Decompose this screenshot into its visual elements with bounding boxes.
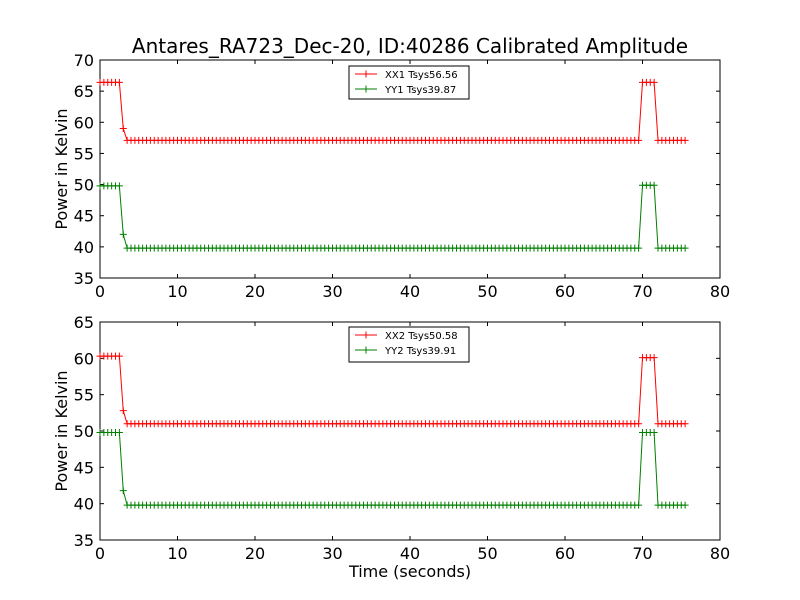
x-tick-label: 40	[400, 544, 420, 563]
y-tick-label: 35	[74, 531, 94, 550]
y-tick-label: 65	[74, 82, 94, 101]
legend: XX2 Tsys50.58 YY2 Tsys39.91	[348, 326, 470, 363]
legend-entry-label: XX2 Tsys50.58	[385, 331, 458, 342]
legend-entry-label: XX1 Tsys56.56	[385, 70, 458, 81]
data-point	[650, 181, 658, 189]
y-axis-label: Power in Kelvin	[52, 108, 71, 229]
x-axis-label: Time (seconds)	[348, 562, 471, 581]
y-tick-label: 45	[74, 458, 94, 477]
x-tick-label: 40	[400, 282, 420, 301]
legend-box	[348, 65, 470, 100]
data-point	[681, 244, 689, 252]
x-tick-label: 80	[710, 544, 730, 563]
data-point	[115, 78, 123, 86]
x-tick-label: 10	[167, 282, 187, 301]
y-tick-label: 55	[74, 144, 94, 163]
y-tick-label: 60	[74, 349, 94, 368]
data-point	[635, 501, 643, 509]
y-axis-label: Power in Kelvin	[52, 370, 71, 491]
series-0	[96, 78, 689, 144]
y-tick-label: 35	[74, 269, 94, 288]
bottom-plot-panel: 0 10 20 30 40 50 60 70 80 35 40 45 50 55 60 65 Power in …	[52, 313, 730, 563]
series-1	[96, 181, 689, 252]
x-tick-label: 60	[555, 544, 575, 563]
x-tick-label: 60	[555, 282, 575, 301]
data-point	[635, 420, 643, 428]
x-tick-label: 70	[632, 282, 652, 301]
y-tick-label: 70	[74, 51, 94, 70]
data-point	[681, 501, 689, 509]
data-point	[119, 487, 127, 495]
y-tick-label: 60	[74, 113, 94, 132]
x-tick-label: 50	[477, 544, 497, 563]
data-point	[681, 420, 689, 428]
x-tick-label: 20	[245, 282, 265, 301]
legend-entry-label: YY2 Tsys39.91	[384, 346, 456, 357]
series-1	[96, 428, 689, 509]
data-point	[650, 78, 658, 86]
x-tick-label: 70	[632, 544, 652, 563]
data-point	[681, 136, 689, 144]
legend-swatch-marker	[362, 70, 370, 78]
x-tick-label: 30	[322, 282, 342, 301]
legend-swatch-marker	[362, 331, 370, 339]
data-point	[119, 125, 127, 133]
series-0	[96, 352, 689, 428]
data-point	[650, 354, 658, 362]
y-tick-label: 50	[74, 176, 94, 195]
legend-entry-label: YY1 Tsys39.87	[384, 85, 456, 96]
y-tick-label: 55	[74, 386, 94, 405]
x-tick-label: 50	[477, 282, 497, 301]
legend-box	[348, 326, 470, 363]
data-point	[119, 230, 127, 238]
y-tick-label: 65	[74, 313, 94, 332]
y-tick-label: 40	[74, 495, 94, 514]
data-point	[635, 244, 643, 252]
data-point	[635, 136, 643, 144]
top-plot-panel: 0 10 20 30 40 50 60 70 80 35 40 45 50 55 60 65 70 Power i…	[52, 51, 730, 301]
data-point	[115, 182, 123, 190]
y-tick-label: 50	[74, 422, 94, 441]
data-point	[115, 352, 123, 360]
x-tick-label: 20	[245, 544, 265, 563]
chart-title: Antares_RA723_Dec-20, ID:40286 Calibrate…	[132, 34, 688, 58]
data-point	[119, 407, 127, 415]
legend-swatch-marker	[362, 85, 370, 93]
y-tick-label: 45	[74, 207, 94, 226]
data-point	[115, 428, 123, 436]
legend-swatch-marker	[362, 346, 370, 354]
x-tick-label: 0	[95, 282, 105, 301]
x-tick-label: 0	[95, 544, 105, 563]
x-tick-label: 80	[710, 282, 730, 301]
x-tick-label: 30	[322, 544, 342, 563]
data-point	[650, 428, 658, 436]
x-tick-label: 10	[167, 544, 187, 563]
legend: XX1 Tsys56.56 YY1 Tsys39.87	[348, 65, 470, 100]
y-tick-label: 40	[74, 238, 94, 257]
